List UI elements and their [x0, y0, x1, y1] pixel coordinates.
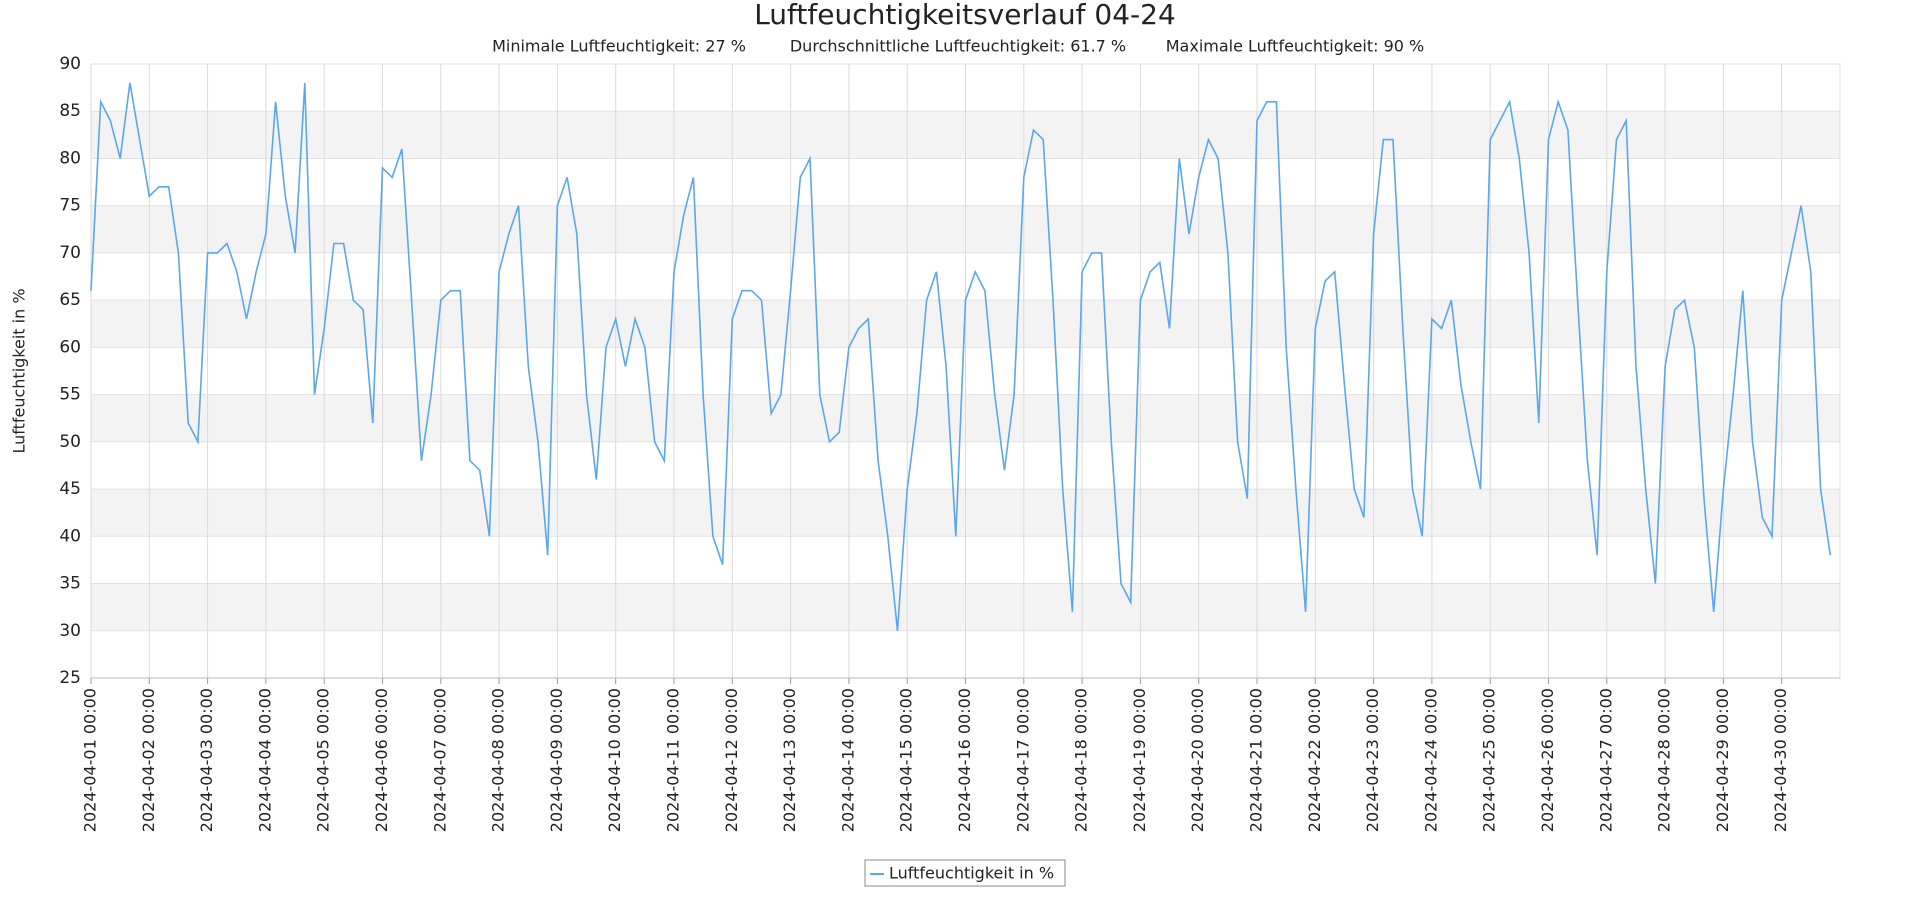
x-tick-label: 2024-04-11 00:00	[664, 688, 683, 832]
subtitle: Maximale Luftfeuchtigkeit: 90 %	[1166, 37, 1425, 56]
y-tick-label: 30	[59, 621, 81, 641]
x-tick-label: 2024-04-01 00:00	[81, 688, 100, 832]
x-tick-label: 2024-04-16 00:00	[955, 688, 974, 832]
x-tick-label: 2024-04-28 00:00	[1655, 688, 1674, 832]
x-tick-label: 2024-04-25 00:00	[1480, 688, 1499, 832]
y-tick-label: 80	[59, 148, 81, 168]
x-tick-label: 2024-04-26 00:00	[1538, 688, 1557, 832]
x-tick-label: 2024-04-18 00:00	[1072, 688, 1091, 832]
x-tick-label: 2024-04-07 00:00	[430, 688, 449, 832]
y-tick-label: 60	[59, 337, 81, 357]
x-tick-label: 2024-04-13 00:00	[780, 688, 799, 832]
x-tick-label: 2024-04-15 00:00	[897, 688, 916, 832]
x-tick-label: 2024-04-30 00:00	[1771, 688, 1790, 832]
x-tick-label: 2024-04-08 00:00	[489, 688, 508, 832]
x-tick-label: 2024-04-21 00:00	[1247, 688, 1266, 832]
y-tick-label: 50	[59, 432, 81, 452]
x-tick-label: 2024-04-24 00:00	[1421, 688, 1440, 832]
x-tick-label: 2024-04-09 00:00	[547, 688, 566, 832]
y-tick-label: 90	[59, 54, 81, 74]
x-tick-label: 2024-04-23 00:00	[1363, 688, 1382, 832]
x-tick-label: 2024-04-17 00:00	[1013, 688, 1032, 832]
subtitle: Minimale Luftfeuchtigkeit: 27 %	[492, 37, 746, 56]
y-tick-label: 45	[59, 479, 81, 499]
x-tick-label: 2024-04-19 00:00	[1130, 688, 1149, 832]
x-tick-label: 2024-04-10 00:00	[605, 688, 624, 832]
series-line	[90, 82, 1832, 631]
y-axis-label: Luftfeuchtigkeit in %	[10, 288, 29, 453]
y-tick-label: 40	[59, 526, 81, 546]
legend-box	[864, 859, 1066, 887]
x-tick-label: 2024-04-05 00:00	[314, 688, 333, 832]
x-tick-label: 2024-04-20 00:00	[1188, 688, 1207, 832]
x-tick-label: 2024-04-22 00:00	[1305, 688, 1324, 832]
y-tick-label: 65	[59, 290, 81, 310]
x-tick-label: 2024-04-06 00:00	[372, 688, 391, 832]
y-tick-label: 55	[59, 385, 81, 405]
chart-title: Luftfeuchtigkeitsverlauf 04-24	[754, 0, 1176, 31]
x-tick-label: 2024-04-27 00:00	[1596, 688, 1615, 832]
x-tick-label: 2024-04-04 00:00	[255, 688, 274, 832]
y-tick-label: 85	[59, 101, 81, 121]
legend: Luftfeuchtigkeit in %	[864, 859, 1066, 887]
subtitle: Durchschnittliche Luftfeuchtigkeit: 61.7…	[790, 37, 1126, 56]
y-tick-label: 75	[59, 196, 81, 216]
legend-label: Luftfeuchtigkeit in %	[889, 864, 1054, 883]
y-tick-label: 25	[59, 668, 81, 688]
x-tick-label: 2024-04-03 00:00	[197, 688, 216, 832]
x-tick-label: 2024-04-14 00:00	[838, 688, 857, 832]
y-tick-label: 70	[59, 243, 81, 263]
y-tick-label: 35	[59, 574, 81, 594]
x-tick-label: 2024-04-29 00:00	[1713, 688, 1732, 832]
x-tick-label: 2024-04-12 00:00	[722, 688, 741, 832]
x-tick-label: 2024-04-02 00:00	[139, 688, 158, 832]
